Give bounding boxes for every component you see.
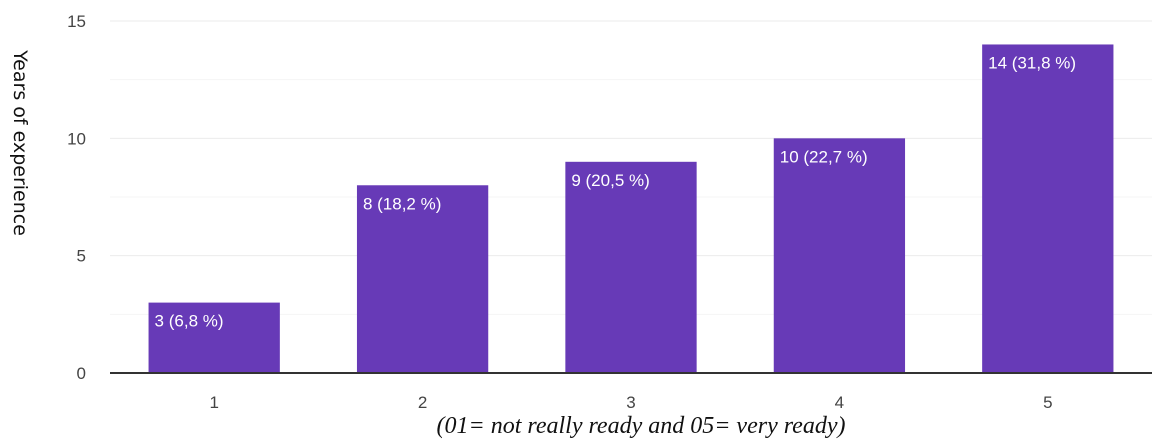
bar xyxy=(565,161,697,373)
bar xyxy=(982,44,1114,373)
bar-value-labels: 3 (6,8 %) 8 (18,2 %) 9 (20,5 %) 10 (22,7 %)… xyxy=(155,53,1076,330)
x-tick-label: 5 xyxy=(1043,393,1052,412)
y-tick-label: 0 xyxy=(77,364,86,383)
bar-value-label: 10 (22,7 %) xyxy=(780,147,868,166)
bars xyxy=(148,44,1114,373)
bar xyxy=(148,302,280,373)
x-axis-title: (01= not really ready and 05= very ready… xyxy=(437,413,846,439)
y-axis-ticks: 0 5 10 15 xyxy=(67,12,86,383)
y-tick-label: 5 xyxy=(77,247,86,266)
bar-value-label: 9 (20,5 %) xyxy=(571,171,649,190)
x-axis-ticks: 1 2 3 4 5 xyxy=(209,393,1052,412)
bar-value-label: 3 (6,8 %) xyxy=(155,312,224,331)
y-tick-label: 10 xyxy=(67,129,86,148)
bar xyxy=(773,138,906,373)
x-tick-label: 2 xyxy=(418,393,427,412)
x-tick-label: 3 xyxy=(626,393,635,412)
bar-value-label: 14 (31,8 %) xyxy=(988,53,1076,72)
y-axis-title: Years of experience xyxy=(9,49,31,236)
bar-value-label: 8 (18,2 %) xyxy=(363,194,441,213)
y-tick-label: 15 xyxy=(67,12,86,31)
x-tick-label: 4 xyxy=(835,393,844,412)
x-tick-label: 1 xyxy=(209,393,218,412)
bar xyxy=(356,185,489,373)
